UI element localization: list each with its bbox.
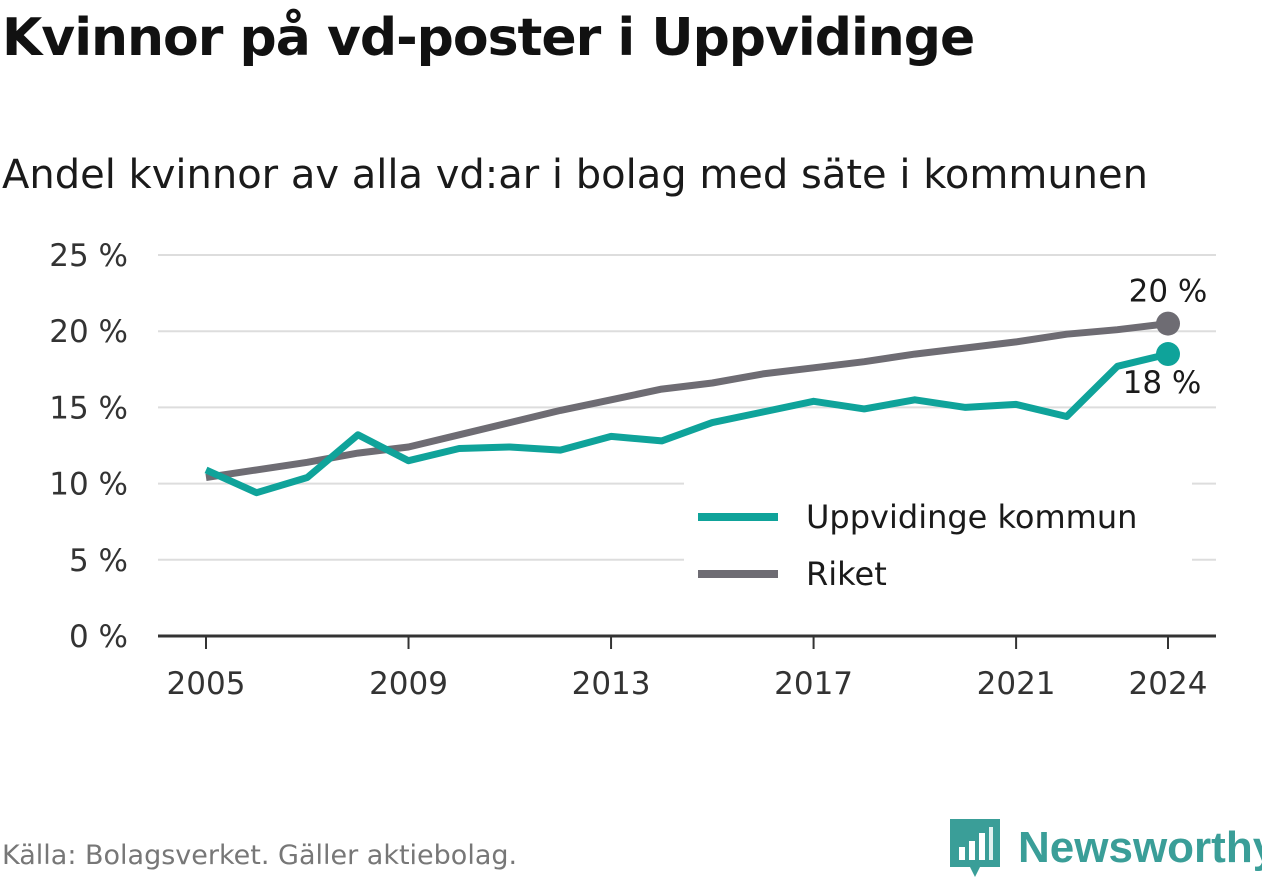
series-line-riket — [205, 320, 1169, 481]
x-tick-label: 2017 — [774, 666, 853, 702]
x-tick-label: 2009 — [369, 666, 448, 702]
end-label-uppvidinge: 18 % — [1123, 365, 1202, 401]
line-chart: 0 %5 %10 %15 %20 %25 % 2005 2009 2013 2017 2… — [49, 238, 1216, 702]
y-tick-label: 0 % — [69, 619, 128, 655]
series-line-uppvidinge-kommun — [204, 350, 1169, 497]
y-tick-label: 10 % — [49, 467, 128, 503]
y-tick-labels: 0 % 5 % 10 % 15 % 20 % 25 % — [49, 238, 128, 655]
y-tick-label: 15 % — [49, 390, 128, 426]
end-label-riket: 20 % — [1129, 274, 1208, 310]
source-note: Källa: Bolagsverket. Gäller aktiebolag. — [2, 840, 518, 871]
legend-box — [684, 470, 1192, 606]
y-tick-label: 25 % — [49, 238, 128, 274]
brand-name: Newsworthy — [1018, 823, 1262, 872]
bar-chart-icon — [950, 819, 1000, 877]
y-tick-label: 5 % — [69, 543, 128, 579]
page-title: Kvinnor på vd-poster i Uppvidinge — [2, 8, 975, 68]
x-tick-label: 2024 — [1129, 666, 1208, 702]
x-tick-labels: 2005 2009 2013 2017 2021 2024 — [167, 636, 1208, 702]
x-tick-label: 2021 — [977, 666, 1056, 702]
x-tick-label: 2013 — [572, 666, 651, 702]
legend-label: Riket — [806, 555, 887, 593]
end-point-riket — [1156, 311, 1180, 336]
end-labels: 18 % 20 % — [1123, 274, 1208, 401]
series-layer — [204, 311, 1180, 497]
legend: Uppvidinge kommun Riket — [684, 470, 1192, 606]
legend-label: Uppvidinge kommun — [806, 498, 1137, 536]
brand-logo: Newsworthy — [950, 818, 1262, 878]
y-tick-label: 20 % — [49, 314, 128, 350]
x-tick-label: 2005 — [167, 666, 246, 702]
end-point-uppvidinge-kommun — [1156, 342, 1180, 367]
chart-subtitle: Andel kvinnor av alla vd:ar i bolag med … — [2, 152, 1148, 198]
